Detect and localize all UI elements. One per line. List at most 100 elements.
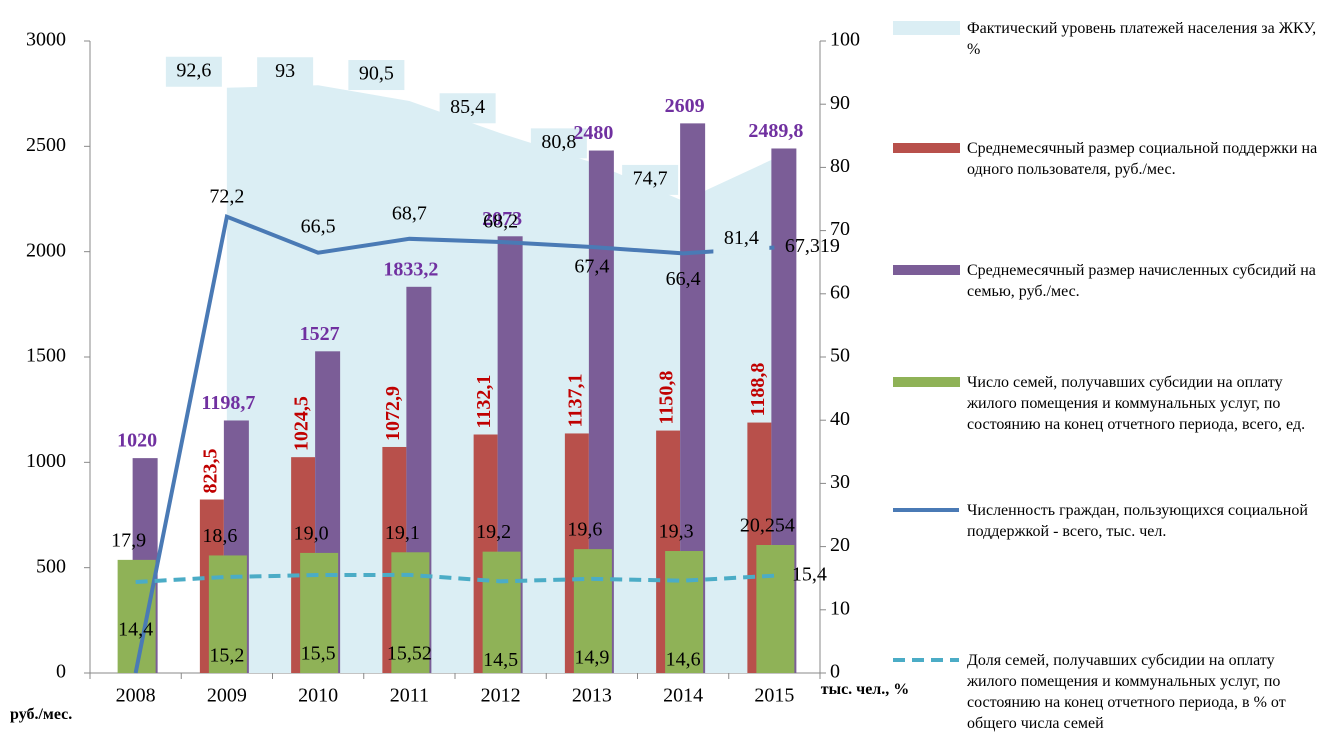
legend-label: Число семей, получавших субсидии на опла… <box>967 374 1306 433</box>
y2-tick-label: 60 <box>830 281 850 303</box>
y-tick-label: 2500 <box>26 134 66 156</box>
bar-label: 18,6 <box>202 525 237 547</box>
y-tick-label: 0 <box>56 661 66 683</box>
bar-label: 1188,8 <box>747 363 769 417</box>
area-label-box <box>439 93 496 124</box>
x-tick-label: 2011 <box>390 685 429 707</box>
y2-tick-label: 20 <box>830 534 850 556</box>
y-tick-label: 1000 <box>26 450 66 472</box>
bar <box>117 559 156 673</box>
bar <box>300 552 339 673</box>
line-label: 67,4 <box>574 256 609 278</box>
legend-label: Среднемесячный размер социальной поддерж… <box>967 140 1318 178</box>
area-label-box <box>257 57 314 88</box>
bar-label: 19,3 <box>659 521 694 543</box>
x-tick-label: 2015 <box>754 685 794 707</box>
bar-label: 1137,1 <box>564 374 586 428</box>
line-label: 14,9 <box>574 646 609 668</box>
y-tick-label: 500 <box>36 555 66 577</box>
area-label-box <box>348 60 405 91</box>
y2-tick-label: 70 <box>830 218 850 240</box>
line-label: 68,2 <box>483 211 518 233</box>
area-label-box <box>622 164 679 195</box>
line-label: 15,4 <box>792 563 827 585</box>
bar-label: 19,6 <box>567 519 602 541</box>
line-label: 67,319 <box>785 235 840 257</box>
bar-label: 1833,2 <box>383 258 438 280</box>
line-label: 14,5 <box>483 649 518 671</box>
bar-label: 17,9 <box>111 529 146 551</box>
area-label: 92,6 <box>176 59 211 81</box>
area-label: 74,7 <box>633 167 668 189</box>
line-label: 15,2 <box>209 645 244 667</box>
area-label-box <box>713 224 770 255</box>
y2-tick-label: 30 <box>830 471 850 493</box>
bar-label: 19,1 <box>385 522 420 544</box>
y-tick-label: 1500 <box>26 345 66 367</box>
line-label: 15,5 <box>301 643 336 665</box>
bar-label: 1198,7 <box>201 392 255 414</box>
y2-axis-label: тыс. чел., % <box>820 681 910 698</box>
line-label: 72,2 <box>209 185 244 207</box>
bar-label: 1024,5 <box>291 396 313 451</box>
legend-label: Численность граждан, пользующихся социал… <box>967 502 1308 540</box>
legend-label: Среднемесячный размер начисленных субсид… <box>967 262 1316 300</box>
bar-label: 19,0 <box>294 523 329 545</box>
line-label: 68,7 <box>392 202 427 224</box>
y2-tick-label: 80 <box>830 155 850 177</box>
bar-label: 2609 <box>665 95 705 117</box>
bar <box>482 551 521 673</box>
line <box>133 213 775 674</box>
y-tick-label: 2000 <box>26 239 66 261</box>
legend-swatch <box>893 508 959 512</box>
y-axis-label: руб./мес. <box>10 706 73 723</box>
y2-tick-label: 10 <box>830 597 850 619</box>
bar-label: 1150,8 <box>656 371 678 425</box>
y2-tick-label: 90 <box>830 92 850 114</box>
y2-tick-label: 100 <box>830 29 860 51</box>
line-label: 14,6 <box>666 648 701 670</box>
bar-label: 2073 <box>482 208 522 230</box>
bar-label: 1132,1 <box>473 375 495 429</box>
bar-label: 1072,9 <box>382 386 404 441</box>
x-tick-label: 2012 <box>481 685 521 707</box>
x-tick-label: 2013 <box>572 685 612 707</box>
line-label: 14,4 <box>118 619 153 641</box>
legend-swatch <box>893 265 960 275</box>
legend-swatch <box>893 143 960 153</box>
bar-label: 1527 <box>300 323 340 345</box>
line <box>135 572 775 584</box>
bar <box>665 551 704 673</box>
bar <box>573 549 612 673</box>
area-label: 80,8 <box>541 131 576 153</box>
bar <box>756 544 795 673</box>
legend-label: Доля семей, получавших субсидии на оплат… <box>967 652 1286 732</box>
area-label: 90,5 <box>359 63 394 85</box>
line-label: 66,4 <box>666 268 701 290</box>
legend-label: Фактический уровень платежей населения з… <box>967 20 1317 58</box>
x-tick-label: 2008 <box>116 685 156 707</box>
line-label: 15,52 <box>387 643 432 665</box>
bar-label: 823,5 <box>199 449 221 494</box>
y2-tick-label: 50 <box>830 345 850 367</box>
bar-label: 1020 <box>117 430 157 452</box>
chart: 0500100015002000250030000102030405060708… <box>26 29 860 707</box>
legend-swatch <box>893 377 960 387</box>
bar-label: 19,2 <box>476 521 511 543</box>
y-tick-label: 3000 <box>26 29 66 51</box>
bar <box>391 552 430 673</box>
line-label: 66,5 <box>301 215 336 237</box>
x-tick-label: 2010 <box>298 685 338 707</box>
x-tick-label: 2009 <box>207 685 247 707</box>
area-label: 93 <box>275 60 295 82</box>
x-tick-label: 2014 <box>663 685 703 707</box>
legend-swatch <box>893 21 960 35</box>
area-label-box <box>530 128 587 159</box>
bar-label: 20,254 <box>740 515 795 537</box>
area-label: 85,4 <box>450 96 485 118</box>
area-label-box <box>165 56 222 87</box>
bar-label: 2489,8 <box>748 120 803 142</box>
legend-swatch <box>893 658 959 662</box>
y2-tick-label: 0 <box>830 661 840 683</box>
